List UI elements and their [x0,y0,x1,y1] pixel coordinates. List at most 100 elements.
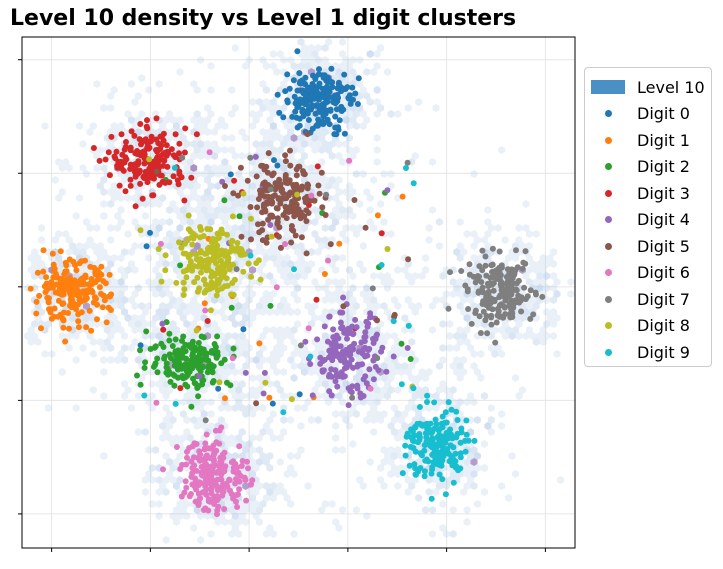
digit-5-point [301,195,308,202]
density-hex-647 [159,194,167,202]
density-hex-2205 [352,506,360,514]
density-hex-529 [190,332,198,340]
digit-8-point [176,239,182,246]
density-hex-1262 [328,212,336,220]
digit-1-point [62,338,69,345]
digit-7-point [489,281,495,288]
density-hex-755 [166,230,173,238]
digit-6-point [245,465,251,472]
density-hex-2238 [266,248,274,256]
digit-0-point [320,113,327,120]
digit-3-point [148,170,155,177]
density-hex-1245 [294,272,301,280]
density-hex-889 [346,314,353,322]
density-hex-1961 [415,410,423,418]
digit-1-point [40,268,47,275]
digit-9-outlier-point [403,165,409,171]
density-hex-1684 [456,218,464,226]
digit-1-point [55,297,62,304]
density-hex-1983 [498,410,506,418]
density-hex-603 [231,320,239,328]
density-hex-2010 [460,356,468,364]
digit-5-outlier-point [253,400,260,407]
density-hex-452 [235,338,243,346]
legend-item-digit-9: Digit 9 [585,339,711,366]
digit-3-point [144,125,151,132]
density-hex-864 [352,410,360,418]
density-hex-1471 [287,500,295,508]
density-hex-2142 [380,170,388,178]
digit-2-point [208,349,215,356]
density-hex-557 [249,374,256,382]
density-hex-210 [266,116,274,124]
density-hex-1960 [411,392,419,400]
density-hex-1938 [425,476,433,484]
digit-2-point [183,355,190,362]
density-hex-476 [238,320,246,328]
density-hex-2131 [100,452,108,460]
digit-1-point [49,284,56,291]
density-hex-86 [359,122,367,130]
density-hex-1480 [290,530,298,538]
digit-7-point [520,259,527,266]
digit-5-point [274,220,281,227]
digit-0-point [316,66,322,73]
density-hex-374 [141,308,149,316]
digit-3-outlier-point [231,177,238,184]
density-hex-46 [339,158,346,166]
digit-2-point [154,369,161,376]
density-hex-2181 [335,200,343,208]
digit-1-point [103,319,110,326]
density-hex-1614 [453,332,461,340]
digit-7-outlier-point [267,186,274,193]
density-hex-1302 [159,422,167,430]
digit-1-point [94,276,101,283]
digit-6-point [182,478,189,485]
density-hex-1476 [252,488,260,496]
density-hex-1415 [148,500,156,508]
density-hex-843 [162,116,170,124]
density-hex-1323 [183,416,191,424]
density-hex-269 [83,218,90,226]
digit-2-point [208,364,215,371]
density-hex-466 [242,350,250,358]
digit-1-point [33,298,40,305]
density-hex-1567 [532,230,540,238]
density-hex-1604 [484,206,492,214]
density-hex-1706 [435,218,443,226]
digit-7-point [527,287,534,294]
density-hex-1836 [173,302,180,310]
digit-0-point [352,90,359,97]
digit-6-outlier-point [153,399,160,406]
digit-0-point [284,99,291,106]
density-hex-2260 [145,446,153,454]
density-hex-1912 [159,290,167,298]
digit-1-point [34,269,41,276]
digit-5-point [259,220,266,227]
digit-0-point [326,107,333,114]
digit-7-point [483,294,490,301]
density-hex-1250 [256,146,263,154]
digit-5-point [304,131,311,138]
legend-label-digit-8: Digit 8 [637,316,690,336]
density-hex-948 [363,284,371,292]
density-hex-2073 [432,476,440,484]
density-hex-472 [107,344,115,352]
digit-3-point [127,144,134,151]
density-hex-28 [339,50,346,58]
density-hex-2279 [193,302,201,310]
digit-5-point [230,190,237,197]
density-hex-1385 [155,476,163,484]
density-hex-1249 [190,140,198,148]
density-hex-1539 [463,314,471,322]
digit-0-outlier-point [227,171,234,178]
digit-5-point [282,203,289,210]
density-hex-947 [401,314,409,322]
density-hex-11 [342,116,350,124]
density-hex-1891 [207,290,215,298]
digit-6-point [210,463,217,470]
density-hex-71 [304,122,312,130]
density-hex-1499 [207,398,215,406]
digit-9-point [432,416,439,423]
density-hex-1617 [404,260,412,268]
